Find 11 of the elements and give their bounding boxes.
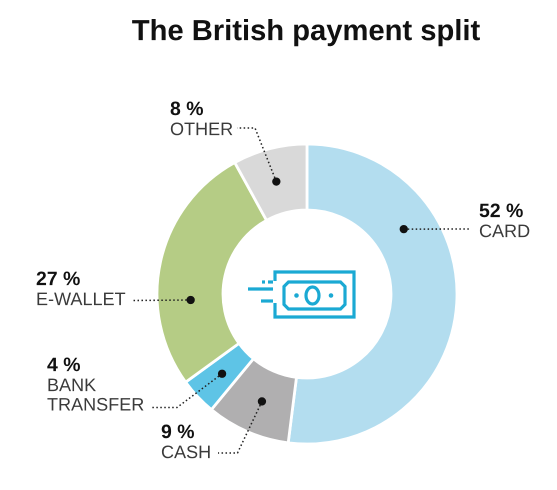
- chart-title: The British payment split: [132, 19, 480, 46]
- data-label: 8 %: [170, 102, 203, 116]
- data-label: 27 %: [36, 272, 80, 286]
- slice-label: CARD: [480, 224, 530, 238]
- data-label: 4 %: [47, 358, 80, 372]
- slice-label: E-WALLET: [37, 292, 126, 306]
- data-label: 9 %: [162, 424, 194, 438]
- slice-label: OTHER: [170, 122, 232, 136]
- slice-label: BANK TRANSFER: [47, 378, 144, 411]
- slice-label: CASH: [162, 445, 210, 458]
- data-label: 52 %: [480, 204, 523, 218]
